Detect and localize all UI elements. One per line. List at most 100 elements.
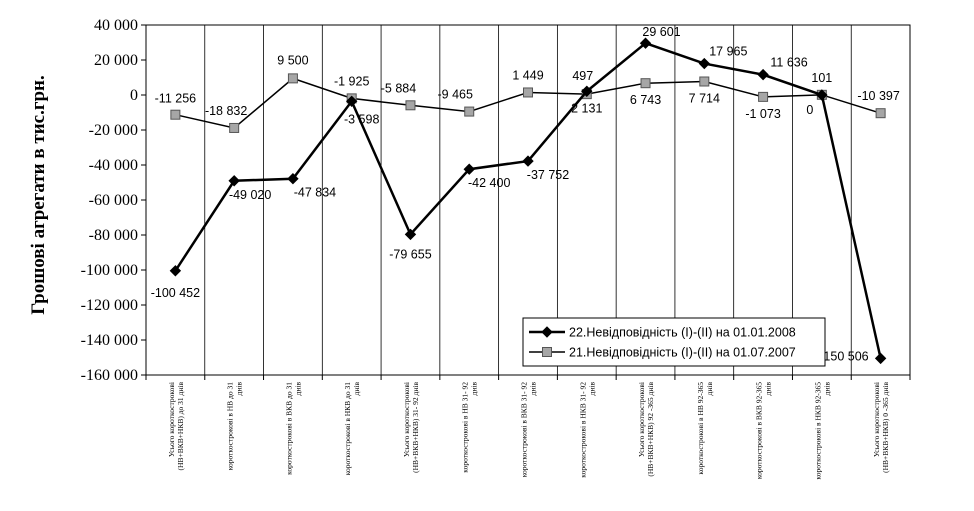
data-label: -1 073 xyxy=(745,107,780,121)
data-label: -1 925 xyxy=(334,74,369,88)
x-tick-label-line: днів xyxy=(587,382,596,396)
x-tick-label-line: днів xyxy=(822,382,831,396)
x-tick-label: Усього короткострокові (НВ+ВКВ+НКВ) 0 -36… xyxy=(872,382,890,473)
x-tick-label-line: короткострокові в ВКВ до 31 xyxy=(284,382,293,475)
data-label: -79 655 xyxy=(389,247,431,261)
data-point-square xyxy=(523,87,533,98)
x-tick-label: короткострокові в НВ 31- 92 днів xyxy=(461,382,479,473)
x-tick-label-line: короткострокові в ВКВ 31- 92 xyxy=(520,382,529,478)
x-tick-label: короткострокові в ВКВ 92-365 днів xyxy=(755,382,773,480)
data-point-diamond xyxy=(404,228,417,241)
x-tick-label-line: Усього короткострокові xyxy=(872,382,881,457)
data-label: 7 714 xyxy=(689,92,720,106)
data-point-diamond xyxy=(698,57,711,70)
x-axis: Усього короткострокові (НВ+ВКВ+НКВ) до 31… xyxy=(145,375,911,480)
x-tick-label-line: короткострокові в НВ 31- 92 xyxy=(461,382,470,473)
x-tick-label-line: Усього короткострокові xyxy=(167,382,176,457)
x-tick-label: короткострокові в ВКВ до 31 днів xyxy=(284,382,302,475)
data-point-diamond xyxy=(541,326,553,338)
x-tick-label: короткострокові в НКВ 31- 92 днів xyxy=(578,382,596,478)
y-tick-label: -100 000 xyxy=(81,262,138,279)
x-tick-label-line: днів xyxy=(764,382,773,396)
data-label: -150 506 xyxy=(819,349,868,363)
data-point-diamond xyxy=(463,163,475,175)
y-tick-label: -20 000 xyxy=(89,122,138,139)
x-tick-label-line: Усього короткострокові xyxy=(402,382,411,457)
data-point-diamond xyxy=(345,95,358,108)
series-2007 xyxy=(170,73,886,133)
data-point-diamond xyxy=(581,85,593,97)
x-tick-label-line: (НВ+ВКВ+НКВ) 92 -365 днів xyxy=(646,382,655,477)
data-point-square xyxy=(542,347,552,357)
x-tick-label-line: днів xyxy=(235,382,244,396)
y-tick-label: -60 000 xyxy=(89,192,138,209)
y-tick-label: 40 000 xyxy=(94,17,138,34)
data-label: -18 832 xyxy=(205,104,247,118)
data-point-square xyxy=(640,78,651,89)
data-label: -100 452 xyxy=(151,286,200,300)
data-point-diamond xyxy=(639,37,652,49)
data-point-square xyxy=(464,106,475,117)
x-tick-label-line: короткострокові в ВКВ 92-365 xyxy=(755,382,764,479)
x-tick-label-line: (НВ+ВКВ+НКВ) 0 -365 днів xyxy=(881,382,890,473)
data-point-diamond xyxy=(287,173,299,185)
legend: 22.Невідповідність (І)-(ІІ) на 01.01.200… xyxy=(522,317,826,367)
x-tick-label-line: днів xyxy=(352,382,361,396)
x-tick-label-line: короткострокові в НВ 92-365 xyxy=(696,382,705,475)
data-label: -49 020 xyxy=(229,188,271,202)
y-tick-label: -160 000 xyxy=(81,367,138,384)
x-tick-label-line: (НВ+ВКВ+НКВ) до 31 днів xyxy=(176,382,185,471)
x-tick-label-line: короткострокові в НВ до 31 xyxy=(226,382,235,471)
data-label: -47 834 xyxy=(294,186,336,200)
data-label: -11 256 xyxy=(155,92,197,106)
x-tick-label: короткострокові в ВКВ 31- 92 днів xyxy=(520,382,538,478)
data-label: 1 449 xyxy=(512,68,543,82)
data-label: 2 131 xyxy=(571,101,602,115)
y-tick-label: -40 000 xyxy=(89,157,138,174)
data-point-square xyxy=(758,91,769,102)
data-point-square xyxy=(405,100,416,111)
legend-label: 22.Невідповідність (І)-(ІІ) на 01.01.200… xyxy=(569,326,796,340)
data-label: -5 884 xyxy=(381,81,416,95)
y-axis-label: Грошові агрегати в тис.грн. xyxy=(28,75,49,314)
legend-item: 22.Невідповідність (І)-(ІІ) на 01.01.200… xyxy=(529,326,796,340)
data-label: 17 965 xyxy=(709,45,747,59)
x-tick-label: короткострокові в НКВ 92-365 днів xyxy=(813,382,831,480)
legend-box xyxy=(522,317,826,367)
x-tick-label: Усього короткострокові (НВ+ВКВ+НКВ) 92 -3… xyxy=(637,382,655,477)
data-point-diamond xyxy=(874,352,887,365)
data-point-square xyxy=(699,76,710,87)
y-tick-label: -120 000 xyxy=(81,297,138,314)
data-label: -3 598 xyxy=(344,112,379,126)
x-tick-label-line: (НВ+ВКВ+НКВ) 31- 92 днів xyxy=(411,382,420,473)
x-tick-label-line: днів xyxy=(529,382,538,396)
x-tick-label-line: днів xyxy=(705,382,714,396)
data-label: -10 397 xyxy=(857,89,899,103)
x-tick-label-line: короткострокові в НКВ 92-365 xyxy=(813,382,822,480)
data-label: 29 601 xyxy=(642,25,680,39)
data-point-diamond xyxy=(816,89,828,101)
data-label: 6 743 xyxy=(630,93,661,107)
data-label: 0 xyxy=(806,103,813,117)
data-label: 11 636 xyxy=(770,56,807,70)
y-tick-label: 20 000 xyxy=(94,52,138,69)
data-point-diamond xyxy=(522,155,534,167)
series-2008 xyxy=(169,37,887,365)
data-label: 497 xyxy=(572,69,593,83)
data-point-diamond xyxy=(757,68,769,81)
data-point-square xyxy=(170,109,181,120)
x-tick-label-line: днів xyxy=(470,382,479,396)
data-point-square xyxy=(287,73,298,84)
data-point-square xyxy=(875,108,886,119)
data-label: 101 xyxy=(811,71,832,85)
data-label: -42 400 xyxy=(468,176,510,190)
y-axis: 40 000 20 000 0 -20 000 -40 000 -60 000 -80 00… xyxy=(81,17,146,384)
legend-item: 21.Невідповідність (І)-(ІІ) на 01.07.200… xyxy=(529,346,796,360)
data-point-diamond xyxy=(228,175,240,187)
series xyxy=(169,37,887,365)
data-labels: -100 452 -49 020 -47 834 -3 598 -79 655 -42 4… xyxy=(151,25,900,363)
x-tick-label-line: короткострокові в НКВ до 31 xyxy=(343,382,352,476)
data-point-square xyxy=(229,122,240,133)
x-tick-label: короткострокові в НВ до 31 днів xyxy=(226,382,244,471)
